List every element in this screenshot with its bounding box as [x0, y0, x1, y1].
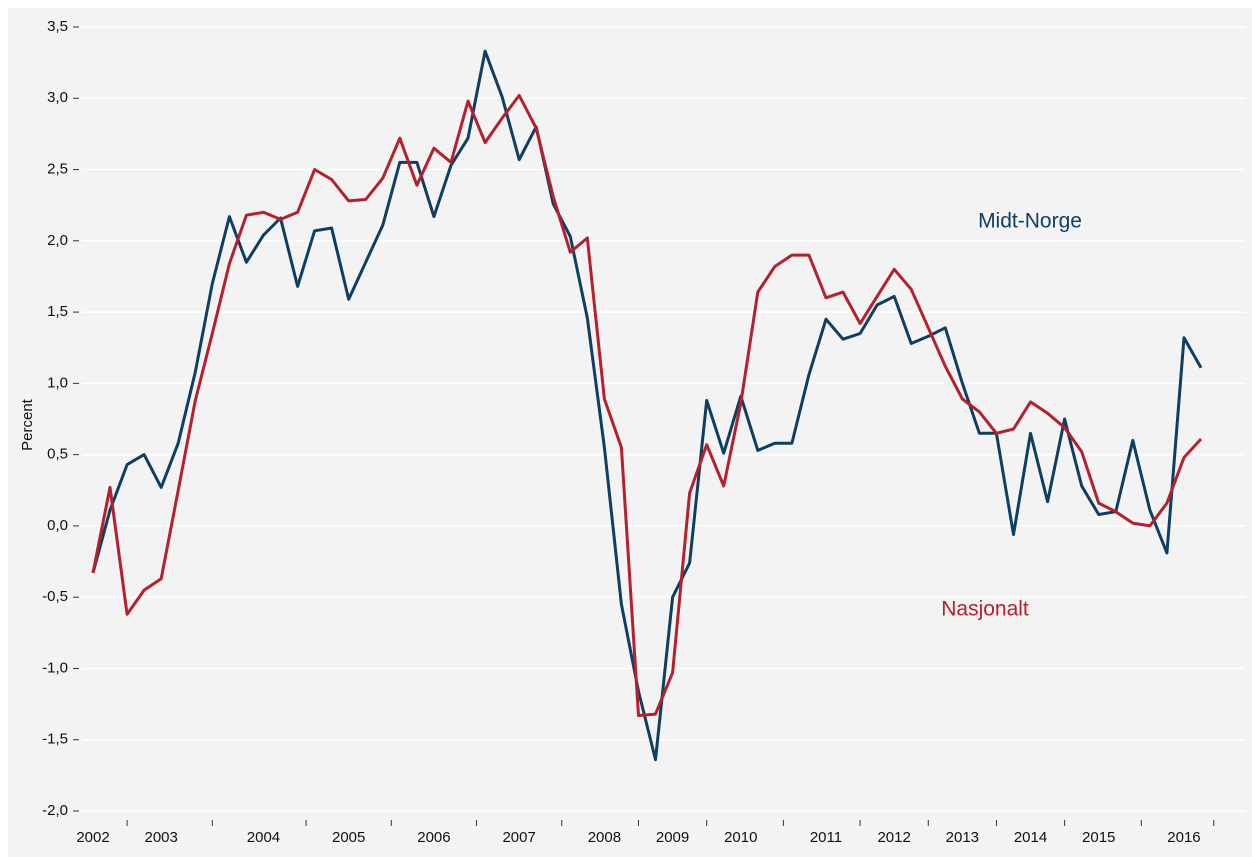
x-tick-label: 2003: [144, 829, 177, 846]
y-tick-label: -1,5: [42, 731, 68, 748]
x-tick-label: 2015: [1082, 829, 1115, 846]
x-tick-label: 2010: [724, 829, 757, 846]
series-line: [91, 93, 1203, 717]
x-tick-label: 2006: [417, 829, 450, 846]
x-tick-label: 2008: [588, 829, 621, 846]
series-line: [91, 49, 1203, 762]
x-tick-label: 2009: [656, 829, 689, 846]
x-tick-label: 2004: [247, 829, 280, 846]
x-tick-label: 2014: [1014, 829, 1047, 846]
y-axis-label: Percent: [19, 398, 36, 451]
series-label: Midt-Norge: [978, 210, 1082, 233]
y-tick-label: -1,0: [42, 659, 68, 676]
x-tick-label: 2016: [1167, 829, 1200, 846]
x-tick-label: 2011: [810, 829, 842, 846]
y-tick-label: -0,5: [42, 588, 68, 605]
y-tick-label: 3,5: [47, 18, 68, 35]
plot-background: [8, 8, 1252, 857]
x-tick-label: 2005: [332, 829, 365, 846]
y-tick-label: 1,0: [47, 374, 68, 391]
y-tick-label: 0,0: [47, 517, 68, 534]
y-tick-label: 3,0: [47, 89, 68, 106]
x-tick-label: 2002: [76, 829, 109, 846]
x-tick-label: 2013: [946, 829, 979, 846]
y-tick-label: 2,0: [47, 232, 68, 249]
y-tick-label: -2,0: [42, 802, 68, 819]
y-tick-label: 0,5: [47, 446, 68, 463]
series-label: Nasjonalt: [941, 598, 1029, 621]
y-tick-label: 1,5: [47, 303, 68, 320]
y-tick-label: 2,5: [47, 161, 68, 178]
x-tick-label: 2007: [502, 829, 535, 846]
x-tick-label: 2012: [877, 829, 910, 846]
